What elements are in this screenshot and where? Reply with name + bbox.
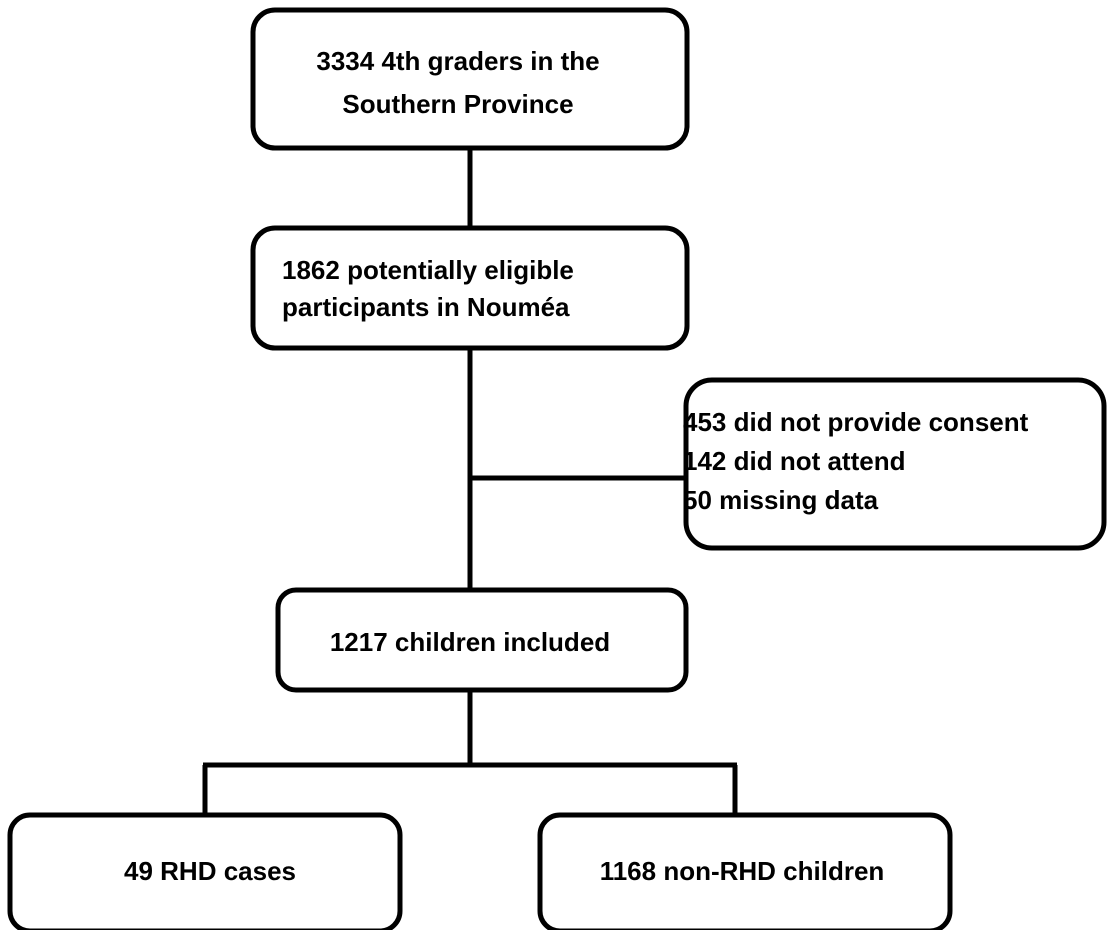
box bbox=[537, 812, 953, 930]
connectors bbox=[202, 148, 738, 815]
box-text: 453 did not provide consent bbox=[683, 407, 1029, 437]
box-text: 49 RHD cases bbox=[124, 856, 296, 886]
box-text: Southern Province bbox=[342, 89, 573, 119]
box-text: 142 did not attend bbox=[683, 446, 905, 476]
box bbox=[683, 377, 1107, 551]
box-text: 50 missing data bbox=[683, 485, 879, 515]
box-text: 3334 4th graders in the bbox=[316, 46, 599, 76]
box bbox=[250, 225, 690, 351]
box bbox=[275, 587, 689, 693]
box-text: 1168 non-RHD children bbox=[600, 856, 885, 886]
box-text: 1862 potentially eligible bbox=[282, 255, 574, 285]
box-text: participants in Nouméa bbox=[282, 292, 570, 322]
box-text: 1217 children included bbox=[330, 627, 610, 657]
box bbox=[250, 7, 690, 151]
box bbox=[7, 812, 403, 930]
